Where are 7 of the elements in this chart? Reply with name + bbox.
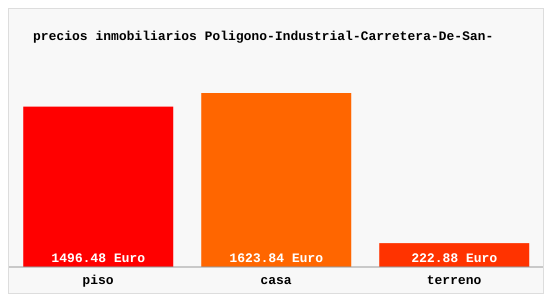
data-label: 1623.84 Euro (229, 251, 324, 266)
x-tick-label: piso (82, 273, 114, 288)
data-label: 1496.48 Euro (51, 251, 146, 266)
x-tick-label: casa (260, 273, 292, 288)
chart-title: precios inmobiliarios Poligono-Industrial-Carretera-De-San- (32, 28, 494, 46)
data-label: 222.88 Euro (411, 251, 498, 266)
x-tick-label: terreno (426, 273, 482, 288)
